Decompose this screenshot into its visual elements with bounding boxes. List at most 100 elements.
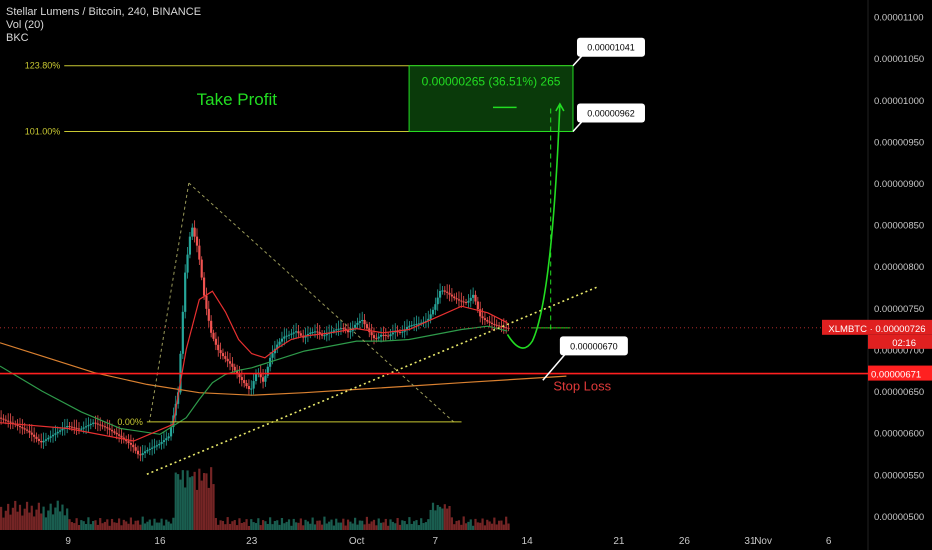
volume-bar	[285, 521, 288, 530]
volume-bar	[337, 522, 340, 530]
volume-bar	[264, 521, 267, 530]
volume-bar	[77, 525, 81, 530]
volume-bar	[108, 525, 111, 530]
volume-bar	[191, 476, 194, 530]
volume-bar	[507, 523, 510, 530]
volume-bar	[139, 524, 142, 530]
candle-body	[417, 323, 420, 325]
candle-body	[469, 297, 472, 301]
volume-bar	[306, 521, 310, 530]
volume-bar	[384, 518, 387, 530]
candle-body	[238, 374, 241, 378]
volume-bar	[214, 517, 217, 530]
volume-bar	[210, 467, 213, 530]
candle-body	[80, 428, 83, 430]
volume-bar	[125, 521, 128, 530]
candle-body	[457, 299, 461, 301]
volume-bar	[47, 510, 50, 530]
candle-body	[68, 426, 71, 428]
volume-bar	[318, 520, 321, 530]
volume-bar	[205, 473, 208, 530]
volume-bar	[325, 523, 328, 530]
candle-body	[11, 422, 15, 424]
volume-bar	[70, 522, 74, 530]
volume-bar	[228, 523, 232, 530]
volume-bar	[290, 525, 293, 530]
volume-bar	[37, 502, 40, 530]
candle-body	[276, 344, 279, 349]
volume-bar	[44, 517, 48, 530]
volume-bar	[299, 518, 302, 530]
volume-bar	[240, 523, 243, 530]
candle-body	[372, 335, 376, 339]
volume-bar	[25, 501, 29, 530]
candle-body	[261, 377, 265, 382]
volume-bar	[377, 518, 380, 530]
take-profit-box[interactable]	[408, 65, 574, 132]
volume-bar	[169, 523, 173, 530]
candle-body	[165, 438, 168, 441]
candle-body	[0, 417, 3, 419]
volume-bar	[356, 524, 359, 530]
candle-body	[344, 328, 347, 331]
volume-bar	[181, 470, 184, 530]
candle-body	[443, 290, 446, 292]
volume-bar	[505, 516, 508, 530]
candle-body	[320, 333, 324, 336]
volume-bar	[120, 525, 123, 530]
candle-body	[139, 454, 142, 456]
volume-bar	[424, 522, 428, 530]
candle-body	[122, 437, 125, 440]
callout-box[interactable]	[559, 336, 628, 356]
candle-body	[309, 332, 312, 335]
volume-bar	[276, 520, 279, 530]
candle-body	[120, 435, 123, 438]
candle-body	[108, 428, 111, 430]
candle-body	[422, 321, 425, 323]
volume-bar	[460, 524, 463, 530]
callout-box[interactable]	[576, 37, 645, 57]
volume-bar	[73, 523, 76, 530]
candle-body	[436, 297, 439, 305]
y-tick-label: 0.00000550	[874, 470, 924, 481]
y-tick-label: 0.00001100	[874, 13, 924, 24]
candle-body	[325, 334, 328, 336]
xlmbtc-price-badge[interactable]	[822, 319, 932, 335]
volume-bar	[188, 477, 192, 530]
volume-bar	[33, 516, 36, 530]
candle-body	[23, 428, 26, 430]
candle-body	[125, 439, 128, 442]
candle-body	[146, 450, 149, 452]
candle-body	[212, 332, 215, 339]
volume-bar	[92, 521, 95, 530]
candle-body	[481, 316, 484, 319]
xlmbtc-price-text: XLMBTC · 0.00000726	[828, 324, 925, 335]
candle-body	[413, 324, 416, 326]
candle-body	[448, 292, 451, 295]
x-tick-label: Oct	[349, 536, 365, 547]
candle-body	[299, 333, 302, 336]
x-tick-label: 14	[522, 536, 534, 547]
bkc-indicator-label: BKC	[6, 32, 29, 44]
candle-body	[464, 302, 468, 304]
candle-body	[129, 442, 133, 445]
x-tick-label: 26	[679, 536, 691, 547]
candle-body	[148, 448, 151, 451]
volume-bar	[417, 525, 420, 530]
callout-box[interactable]	[576, 103, 645, 123]
candle-body	[127, 441, 130, 443]
candle-body	[290, 333, 293, 335]
candle-body	[488, 321, 491, 323]
candle-body	[505, 327, 508, 329]
volume-bar	[212, 484, 215, 530]
volume-bar	[358, 520, 361, 530]
candle-body	[30, 432, 33, 435]
volume-bar	[330, 519, 333, 530]
candle-body	[486, 319, 489, 322]
volume-bar	[84, 523, 88, 530]
volume-bar	[4, 510, 7, 530]
candle-body	[408, 325, 411, 327]
volume-bar	[155, 522, 158, 530]
volume-bar	[127, 523, 130, 530]
